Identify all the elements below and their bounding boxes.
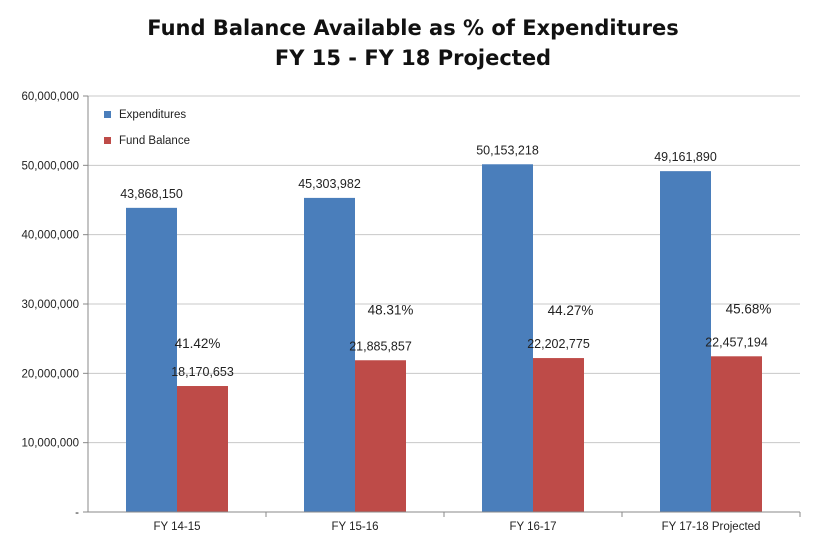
- data-labels: 43,868,150 18,170,653 41.42% 45,303,982 21,8…: [120, 143, 771, 379]
- fund-balance-value-label: 22,457,194: [705, 335, 768, 349]
- y-tick-label: 50,000,000: [21, 160, 79, 172]
- fund-balance-bar: [533, 358, 584, 512]
- expenditures-value-label: 50,153,218: [476, 143, 539, 157]
- percent-label: 45.68%: [726, 301, 772, 316]
- x-category-label: FY 16-17: [509, 521, 556, 533]
- y-tick-label: 60,000,000: [21, 91, 79, 103]
- fund-balance-bar: [355, 360, 406, 512]
- legend-swatch-fund-balance: [104, 137, 111, 144]
- y-tick-label: -: [75, 507, 79, 519]
- percent-label: 41.42%: [175, 336, 221, 351]
- fund-balance-bar: [177, 386, 228, 512]
- fund-balance-value-label: 21,885,857: [349, 339, 412, 353]
- legend-label-expenditures: Expenditures: [119, 109, 186, 121]
- x-axis-categories: FY 14-15 FY 15-16 FY 16-17 FY 17-18 Project…: [153, 512, 801, 533]
- fund-balance-bar: [711, 356, 762, 512]
- chart-title-line2: FY 15 - FY 18 Projected: [275, 46, 551, 70]
- y-tick-label: 30,000,000: [21, 299, 79, 311]
- y-axis-ticks: - 10,000,000 20,000,000 30,000,000 40,000,00…: [21, 91, 79, 519]
- expenditures-bar: [482, 164, 533, 512]
- y-tick-label: 10,000,000: [21, 438, 79, 450]
- legend-label-fund-balance: Fund Balance: [119, 135, 190, 147]
- fund-balance-value-label: 22,202,775: [527, 337, 590, 351]
- y-tick-label: 20,000,000: [21, 368, 79, 380]
- x-category-label: FY 15-16: [331, 521, 378, 533]
- chart-title-line1: Fund Balance Available as % of Expenditu…: [147, 16, 678, 40]
- x-category-label: FY 14-15: [153, 521, 200, 533]
- x-category-label: FY 17-18 Projected: [662, 521, 761, 533]
- legend: Expenditures Fund Balance: [104, 109, 190, 147]
- expenditures-value-label: 45,303,982: [298, 177, 361, 191]
- y-tick-label: 40,000,000: [21, 230, 79, 242]
- expenditures-bar: [126, 207, 177, 513]
- percent-label: 44.27%: [548, 303, 594, 318]
- expenditures-bar: [660, 171, 711, 512]
- expenditures-value-label: 43,868,150: [120, 187, 183, 201]
- fund-balance-value-label: 18,170,653: [171, 365, 234, 379]
- expenditures-bar: [304, 197, 355, 512]
- legend-swatch-expenditures: [104, 111, 111, 118]
- percent-label: 48.31%: [368, 302, 414, 317]
- bars: [126, 164, 762, 513]
- expenditures-value-label: 49,161,890: [654, 150, 717, 164]
